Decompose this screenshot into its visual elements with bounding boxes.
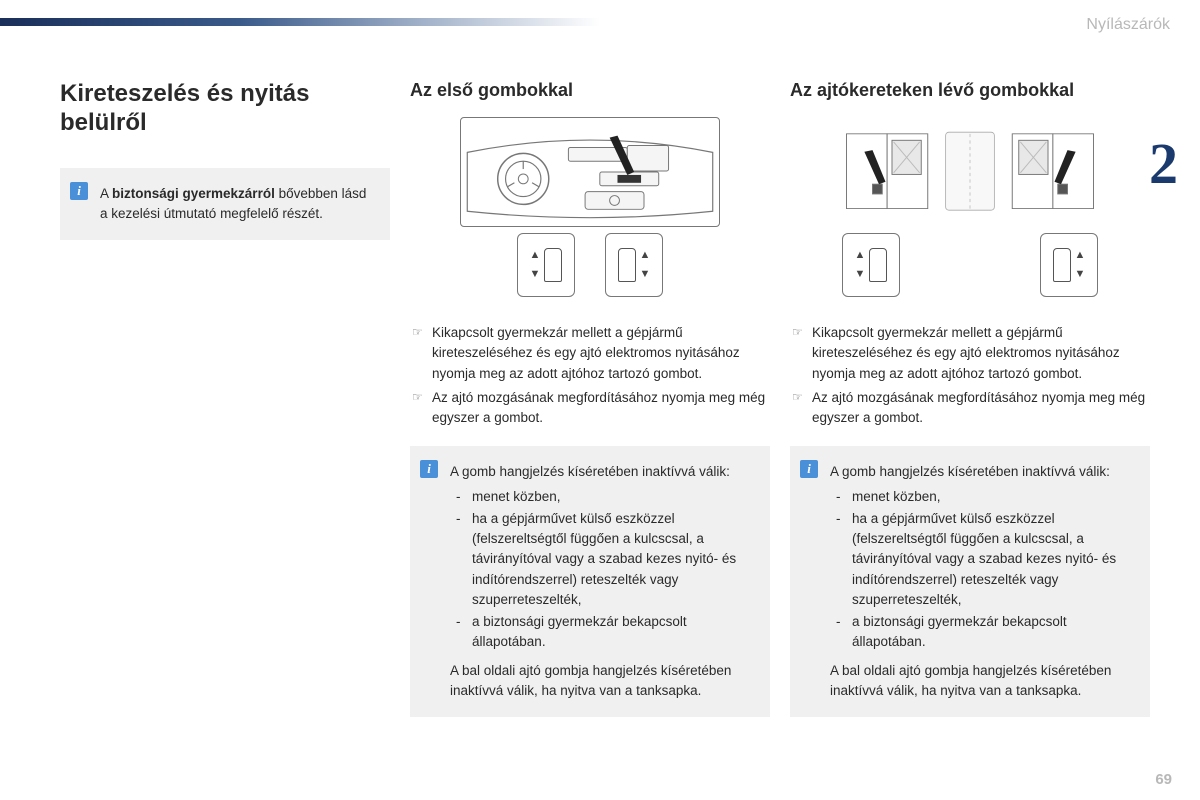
info-lead: A gomb hangjelzés kíséretében inaktívvá … bbox=[830, 462, 1134, 482]
info-box-childlock: i A biztonsági gyermekzárról bővebben lá… bbox=[60, 168, 390, 241]
info-text-bold: biztonsági gyermekzárról bbox=[112, 186, 275, 201]
instr-item: Kikapcsolt gyermekzár mellett a gépjármű… bbox=[410, 323, 770, 384]
right-door-button-icon: ▲▼ bbox=[1040, 233, 1098, 297]
info-tail: A bal oldali ajtó gombja hangjelzés kísé… bbox=[450, 661, 754, 702]
instr-item: Az ajtó mozgásának megfordításához nyomj… bbox=[410, 388, 770, 429]
diagram-doorframe: ▲▼ ▲▼ bbox=[840, 117, 1100, 307]
col3-instructions: Kikapcsolt gyermekzár mellett a gépjármű… bbox=[790, 323, 1150, 428]
column-1: Kireteszelés és nyitás belülről i A bizt… bbox=[60, 80, 390, 717]
button-illustrations: ▲▼ ▲▼ bbox=[517, 233, 663, 297]
list-item: menet közben, bbox=[450, 487, 754, 507]
diagram-dashboard: ▲▼ ▲▼ bbox=[460, 117, 720, 307]
right-door-button-icon: ▲▼ bbox=[605, 233, 663, 297]
page-number: 69 bbox=[1155, 771, 1172, 788]
list-item: ha a gépjárművet külső eszközzel (felsze… bbox=[830, 509, 1134, 610]
instr-item: Kikapcsolt gyermekzár mellett a gépjármű… bbox=[790, 323, 1150, 384]
col3-info-box: i A gomb hangjelzés kíséretében inaktívv… bbox=[790, 446, 1150, 717]
left-door-button-icon: ▲▼ bbox=[842, 233, 900, 297]
chapter-number: 2 bbox=[1149, 130, 1178, 197]
section-label: Nyílászárók bbox=[1086, 16, 1170, 34]
column-3: Az ajtókereteken lévő gombokkal bbox=[790, 80, 1150, 717]
instr-item: Az ajtó mozgásának megfordításához nyomj… bbox=[790, 388, 1150, 429]
info-tail: A bal oldali ajtó gombja hangjelzés kísé… bbox=[830, 661, 1134, 702]
col3-title: Az ajtókereteken lévő gombokkal bbox=[790, 80, 1150, 101]
page-content: Kireteszelés és nyitás belülről i A bizt… bbox=[60, 80, 1150, 717]
info-icon: i bbox=[800, 460, 818, 478]
info-icon: i bbox=[420, 460, 438, 478]
button-illustrations: ▲▼ ▲▼ bbox=[842, 233, 1098, 297]
info-lead: A gomb hangjelzés kíséretében inaktívvá … bbox=[450, 462, 754, 482]
list-item: ha a gépjárművet külső eszközzel (felsze… bbox=[450, 509, 754, 610]
column-2: Az első gombokkal bbox=[410, 80, 770, 717]
list-item: a biztonsági gyermekzár bekapcsolt állap… bbox=[830, 612, 1134, 653]
info-icon: i bbox=[70, 182, 88, 200]
list-item: a biztonsági gyermekzár bekapcsolt állap… bbox=[450, 612, 754, 653]
dashboard-illustration bbox=[460, 117, 720, 227]
left-door-button-icon: ▲▼ bbox=[517, 233, 575, 297]
main-title: Kireteszelés és nyitás belülről bbox=[60, 80, 390, 138]
doorframe-illustration bbox=[840, 117, 1100, 227]
info-text-prefix: A bbox=[100, 186, 112, 201]
info-list: menet közben, ha a gépjárművet külső esz… bbox=[830, 487, 1134, 653]
list-item: menet közben, bbox=[830, 487, 1134, 507]
info-list: menet közben, ha a gépjárművet külső esz… bbox=[450, 487, 754, 653]
col2-title: Az első gombokkal bbox=[410, 80, 770, 101]
header-gradient-bar bbox=[0, 18, 600, 26]
col2-info-box: i A gomb hangjelzés kíséretében inaktívv… bbox=[410, 446, 770, 717]
col2-instructions: Kikapcsolt gyermekzár mellett a gépjármű… bbox=[410, 323, 770, 428]
